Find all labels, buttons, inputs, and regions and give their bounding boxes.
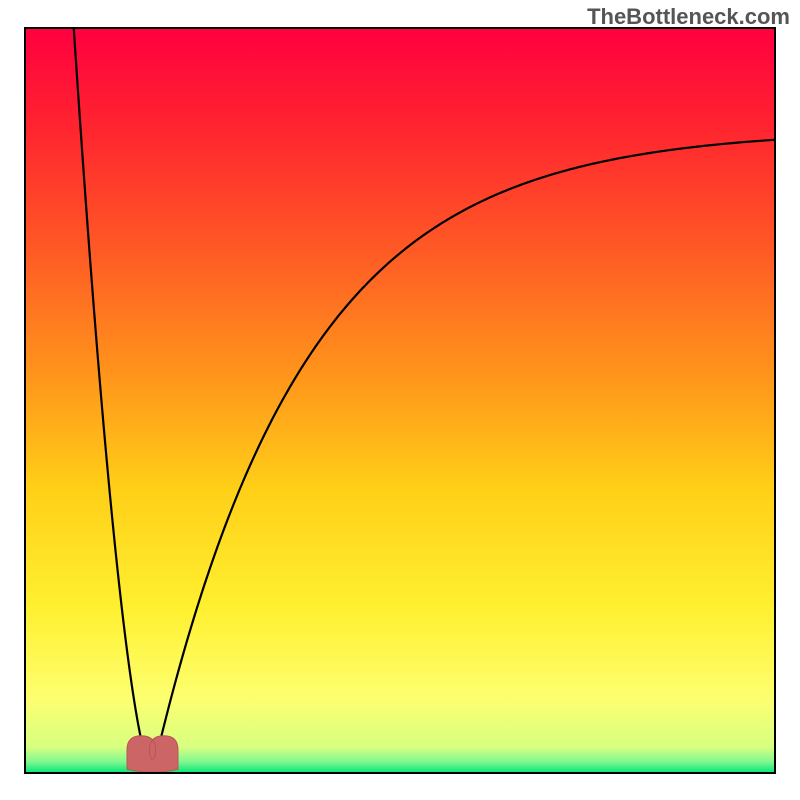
bottleneck-curve-chart [0, 0, 800, 800]
attribution-label: TheBottleneck.com [587, 4, 790, 30]
gradient-background [25, 28, 775, 773]
chart-container: TheBottleneck.com [0, 0, 800, 800]
optimal-zone-marker [127, 736, 178, 773]
